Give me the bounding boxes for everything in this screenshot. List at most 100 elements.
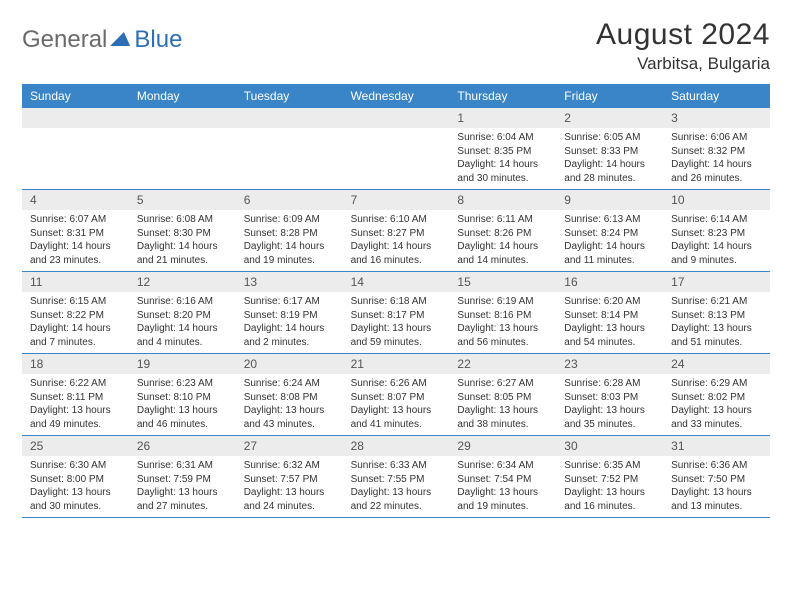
day-content [236, 128, 343, 135]
day-content [129, 128, 236, 135]
sunrise-text: Sunrise: 6:36 AM [671, 459, 762, 473]
day-number: 10 [663, 190, 770, 210]
day-content: Sunrise: 6:35 AMSunset: 7:52 PMDaylight:… [556, 456, 663, 517]
sunset-text: Sunset: 8:13 PM [671, 309, 762, 323]
sunrise-text: Sunrise: 6:14 AM [671, 213, 762, 227]
day-content: Sunrise: 6:34 AMSunset: 7:54 PMDaylight:… [449, 456, 556, 517]
day-number [236, 108, 343, 128]
day-content: Sunrise: 6:05 AMSunset: 8:33 PMDaylight:… [556, 128, 663, 189]
day-content: Sunrise: 6:13 AMSunset: 8:24 PMDaylight:… [556, 210, 663, 271]
day-number: 27 [236, 436, 343, 456]
sunset-text: Sunset: 8:07 PM [351, 391, 442, 405]
daylight-text-line1: Daylight: 13 hours [30, 486, 121, 500]
day-number: 8 [449, 190, 556, 210]
daylight-text-line1: Daylight: 13 hours [671, 486, 762, 500]
day-number: 7 [343, 190, 450, 210]
daylight-text-line1: Daylight: 14 hours [564, 240, 655, 254]
daylight-text-line2: and 13 minutes. [671, 500, 762, 514]
day-number: 4 [22, 190, 129, 210]
daylight-text-line1: Daylight: 13 hours [564, 404, 655, 418]
calendar-cell: 15Sunrise: 6:19 AMSunset: 8:16 PMDayligh… [449, 272, 556, 353]
day-header: Friday [556, 84, 663, 108]
sunset-text: Sunset: 8:11 PM [30, 391, 121, 405]
daylight-text-line1: Daylight: 13 hours [244, 486, 335, 500]
daylight-text-line1: Daylight: 14 hours [244, 240, 335, 254]
day-number: 3 [663, 108, 770, 128]
sunrise-text: Sunrise: 6:08 AM [137, 213, 228, 227]
calendar-cell: 20Sunrise: 6:24 AMSunset: 8:08 PMDayligh… [236, 354, 343, 435]
calendar-week: 18Sunrise: 6:22 AMSunset: 8:11 PMDayligh… [22, 354, 770, 436]
calendar-cell: 13Sunrise: 6:17 AMSunset: 8:19 PMDayligh… [236, 272, 343, 353]
day-number [22, 108, 129, 128]
daylight-text-line1: Daylight: 14 hours [457, 240, 548, 254]
sunrise-text: Sunrise: 6:34 AM [457, 459, 548, 473]
sunrise-text: Sunrise: 6:33 AM [351, 459, 442, 473]
calendar-cell: 22Sunrise: 6:27 AMSunset: 8:05 PMDayligh… [449, 354, 556, 435]
sunrise-text: Sunrise: 6:11 AM [457, 213, 548, 227]
daylight-text-line2: and 11 minutes. [564, 254, 655, 268]
sunrise-text: Sunrise: 6:15 AM [30, 295, 121, 309]
day-number: 18 [22, 354, 129, 374]
day-content: Sunrise: 6:16 AMSunset: 8:20 PMDaylight:… [129, 292, 236, 353]
day-number: 19 [129, 354, 236, 374]
sunset-text: Sunset: 7:50 PM [671, 473, 762, 487]
sunrise-text: Sunrise: 6:32 AM [244, 459, 335, 473]
day-number: 17 [663, 272, 770, 292]
calendar-cell: 18Sunrise: 6:22 AMSunset: 8:11 PMDayligh… [22, 354, 129, 435]
day-header: Saturday [663, 84, 770, 108]
day-number: 6 [236, 190, 343, 210]
day-content: Sunrise: 6:10 AMSunset: 8:27 PMDaylight:… [343, 210, 450, 271]
daylight-text-line2: and 24 minutes. [244, 500, 335, 514]
day-content: Sunrise: 6:14 AMSunset: 8:23 PMDaylight:… [663, 210, 770, 271]
daylight-text-line1: Daylight: 13 hours [137, 404, 228, 418]
calendar-cell: 4Sunrise: 6:07 AMSunset: 8:31 PMDaylight… [22, 190, 129, 271]
calendar-cell: 23Sunrise: 6:28 AMSunset: 8:03 PMDayligh… [556, 354, 663, 435]
daylight-text-line1: Daylight: 13 hours [564, 486, 655, 500]
sunset-text: Sunset: 8:28 PM [244, 227, 335, 241]
calendar-cell: 14Sunrise: 6:18 AMSunset: 8:17 PMDayligh… [343, 272, 450, 353]
daylight-text-line2: and 16 minutes. [351, 254, 442, 268]
daylight-text-line2: and 46 minutes. [137, 418, 228, 432]
calendar-cell: 29Sunrise: 6:34 AMSunset: 7:54 PMDayligh… [449, 436, 556, 517]
daylight-text-line2: and 16 minutes. [564, 500, 655, 514]
day-content: Sunrise: 6:07 AMSunset: 8:31 PMDaylight:… [22, 210, 129, 271]
calendar-cell [343, 108, 450, 189]
logo-triangle-icon [111, 32, 135, 46]
daylight-text-line1: Daylight: 13 hours [244, 404, 335, 418]
daylight-text-line1: Daylight: 14 hours [671, 240, 762, 254]
daylight-text-line1: Daylight: 13 hours [30, 404, 121, 418]
location-label: Varbitsa, Bulgaria [596, 54, 770, 74]
day-content: Sunrise: 6:11 AMSunset: 8:26 PMDaylight:… [449, 210, 556, 271]
daylight-text-line1: Daylight: 14 hours [30, 240, 121, 254]
calendar-cell: 7Sunrise: 6:10 AMSunset: 8:27 PMDaylight… [343, 190, 450, 271]
day-header: Wednesday [343, 84, 450, 108]
sunset-text: Sunset: 8:35 PM [457, 145, 548, 159]
day-number: 26 [129, 436, 236, 456]
day-number: 28 [343, 436, 450, 456]
sunrise-text: Sunrise: 6:17 AM [244, 295, 335, 309]
sunset-text: Sunset: 7:57 PM [244, 473, 335, 487]
calendar-week: 1Sunrise: 6:04 AMSunset: 8:35 PMDaylight… [22, 108, 770, 190]
daylight-text-line1: Daylight: 13 hours [564, 322, 655, 336]
day-content: Sunrise: 6:23 AMSunset: 8:10 PMDaylight:… [129, 374, 236, 435]
sunset-text: Sunset: 8:20 PM [137, 309, 228, 323]
daylight-text-line2: and 33 minutes. [671, 418, 762, 432]
day-content: Sunrise: 6:17 AMSunset: 8:19 PMDaylight:… [236, 292, 343, 353]
daylight-text-line1: Daylight: 14 hours [137, 322, 228, 336]
sunrise-text: Sunrise: 6:26 AM [351, 377, 442, 391]
day-number [129, 108, 236, 128]
calendar-cell: 8Sunrise: 6:11 AMSunset: 8:26 PMDaylight… [449, 190, 556, 271]
daylight-text-line2: and 21 minutes. [137, 254, 228, 268]
calendar-cell: 27 Sunrise: 6:32 AMSunset: 7:57 PMDayligh… [236, 436, 343, 517]
daylight-text-line2: and 35 minutes. [564, 418, 655, 432]
sunrise-text: Sunrise: 6:24 AM [244, 377, 335, 391]
day-number: 22 [449, 354, 556, 374]
day-content: Sunrise: 6:29 AMSunset: 8:02 PMDaylight:… [663, 374, 770, 435]
sunrise-text: Sunrise: 6:27 AM [457, 377, 548, 391]
sunset-text: Sunset: 8:33 PM [564, 145, 655, 159]
day-number: 2 [556, 108, 663, 128]
day-header: Tuesday [236, 84, 343, 108]
daylight-text-line2: and 19 minutes. [457, 500, 548, 514]
calendar-week: 11Sunrise: 6:15 AMSunset: 8:22 PMDayligh… [22, 272, 770, 354]
sunset-text: Sunset: 8:05 PM [457, 391, 548, 405]
